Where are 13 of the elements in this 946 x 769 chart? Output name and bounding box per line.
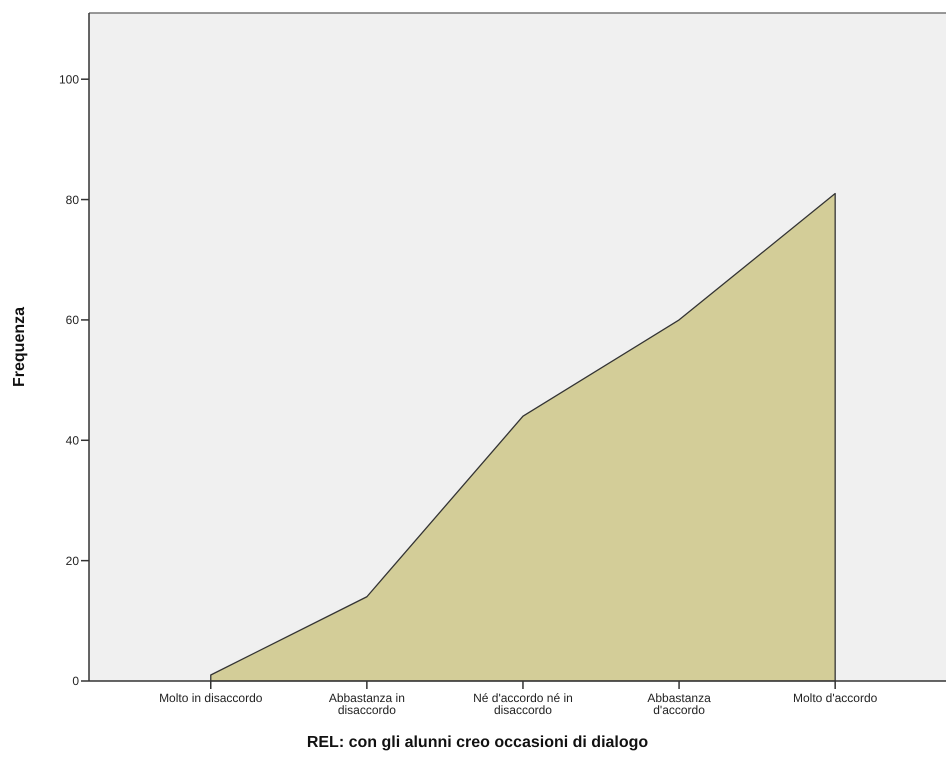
x-tick-label: Abbastanza d'accordo <box>647 691 712 717</box>
y-tick-label: 100 <box>58 72 80 86</box>
x-tick-label: Abbastanza in disaccordo <box>328 691 405 717</box>
x-tick-label: Molto d'accordo <box>792 691 878 705</box>
x-tick-label: Né d'accordo né in disaccordo <box>473 691 573 717</box>
y-axis-title: Frequenza <box>11 306 28 388</box>
y-tick-label: 40 <box>66 433 80 448</box>
y-tick-label: 60 <box>66 313 80 328</box>
y-tick-label: 80 <box>66 192 80 207</box>
x-axis-title: REL: con gli alunni creo occasioni di dialogo <box>306 734 648 751</box>
x-tick-label: Molto in disaccordo <box>159 691 263 705</box>
y-tick-label: 20 <box>66 554 80 568</box>
y-tick-label: 0 <box>72 674 80 688</box>
